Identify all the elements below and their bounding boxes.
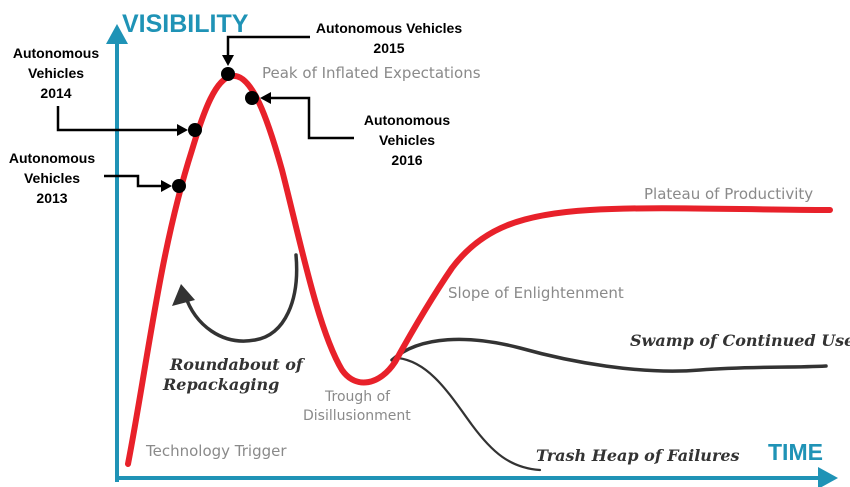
annotation-markers: [172, 67, 259, 193]
branch-trash: Trash Heap of Failures: [536, 446, 740, 465]
marker-2015: [221, 67, 235, 81]
marker-2016: [245, 91, 259, 105]
annotation-2015-year: 2015: [373, 40, 404, 56]
branch-labels: Roundabout of Repackaging Swamp of Conti…: [162, 331, 850, 465]
marker-2014: [188, 123, 202, 137]
trash-heap-curve: [396, 356, 542, 472]
connector-2013: [104, 174, 164, 188]
phase-slope: Slope of Enlightenment: [448, 284, 624, 302]
annotation-2013-line1: Autonomous: [9, 150, 96, 166]
phase-plateau: Plateau of Productivity: [644, 185, 813, 203]
annotation-2016-year: 2016: [391, 152, 422, 168]
phase-trough-line1: Trough of: [324, 389, 391, 405]
hype-curve: [125, 72, 833, 467]
connector-2016: [268, 96, 354, 140]
annotation-2014-year: 2014: [40, 85, 71, 101]
annotation-2016-line2: Vehicles: [379, 132, 435, 148]
annotation-connectors: [56, 35, 354, 188]
arrowhead-2014: [177, 124, 188, 136]
phase-technology-trigger: Technology Trigger: [145, 442, 287, 460]
phase-trough-line2: Disillusionment: [303, 408, 411, 424]
branch-roundabout-line1: Roundabout of: [169, 355, 306, 374]
branch-roundabout-line2: Repackaging: [162, 375, 279, 394]
axes: VISIBILITY TIME: [106, 10, 838, 487]
x-axis-label: TIME: [768, 439, 823, 465]
annotation-2014-line1: Autonomous: [13, 45, 100, 61]
annotation-labels: Autonomous Vehicles 2013 Autonomous Vehi…: [9, 20, 463, 206]
branch-curves: [172, 253, 828, 472]
phase-labels: Technology Trigger Peak of Inflated Expe…: [145, 64, 813, 460]
x-axis-arrowhead: [818, 467, 838, 487]
annotation-2015-line1: Autonomous Vehicles: [316, 20, 462, 36]
roundabout-arrowhead: [172, 284, 195, 306]
connector-2014: [56, 106, 180, 132]
annotation-2014-line2: Vehicles: [28, 65, 84, 81]
marker-2013: [172, 179, 186, 193]
roundabout-curve: [183, 253, 299, 343]
y-axis-arrowhead: [106, 24, 128, 44]
annotation-2013-year: 2013: [36, 190, 67, 206]
arrowhead-2015: [222, 55, 234, 66]
branch-swamp: Swamp of Continued Use: [630, 331, 850, 350]
annotation-arrowheads: [161, 55, 271, 192]
y-axis-label: VISIBILITY: [122, 10, 249, 38]
phase-peak: Peak of Inflated Expectations: [262, 64, 481, 82]
arrowhead-2016: [260, 92, 271, 104]
annotation-2013-line2: Vehicles: [24, 170, 80, 186]
annotation-2016-line1: Autonomous: [364, 112, 451, 128]
swamp-curve: [390, 337, 828, 373]
connector-2015: [226, 35, 310, 58]
arrowhead-2013: [161, 180, 172, 192]
